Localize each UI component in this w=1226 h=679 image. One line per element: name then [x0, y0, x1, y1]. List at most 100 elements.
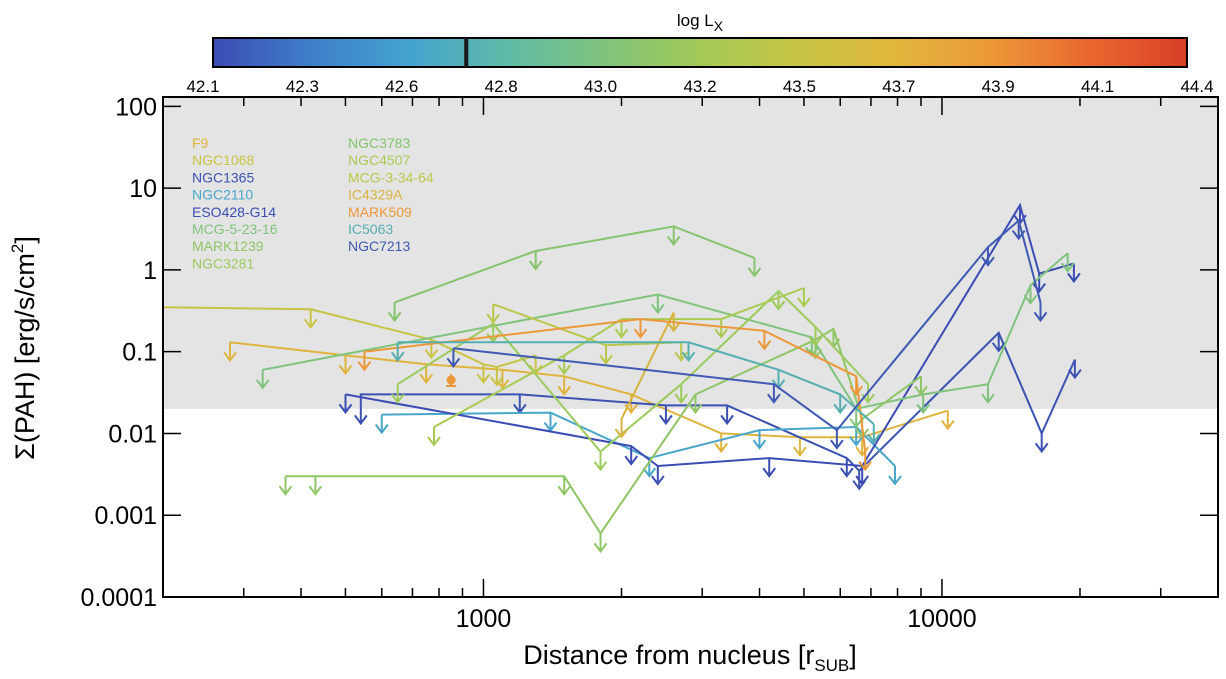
y-tick-label: 10 [129, 175, 157, 203]
upper-limit-arrow [486, 304, 500, 324]
upper-limit-arrow [303, 309, 318, 329]
legend-entry: IC5063 [348, 221, 393, 237]
legend-entry: ESO428-G14 [192, 204, 276, 220]
upper-limit-arrow [651, 294, 665, 315]
y-tick-label: 1 [143, 257, 157, 285]
series-layer [162, 202, 1082, 554]
legend-entry: NGC4507 [348, 152, 410, 168]
colorbar-tick-label: 43.7 [882, 77, 915, 96]
upper-limit-arrow [752, 430, 767, 450]
series-ic5063 [390, 341, 881, 444]
y-tick-label: 0.01 [108, 420, 157, 448]
upper-limit-arrow [338, 355, 353, 376]
series-line [394, 225, 755, 304]
plot-area [163, 97, 1218, 409]
upper-limit-arrow [354, 405, 368, 426]
upper-limit-arrow [855, 466, 869, 486]
colorbar-tick-label: 44.4 [1180, 77, 1213, 96]
colorbar-tick-label: 43.5 [783, 77, 816, 96]
upper-limit-arrow [490, 367, 504, 387]
y-tick-label: 0.0001 [81, 584, 157, 612]
axes: 1000 10000 100 10 1 0.1 0.01 0.001 0.0001 [81, 93, 1219, 633]
colorbar-tick-label: 43.0 [584, 77, 617, 96]
upper-limit-arrow [1033, 302, 1048, 323]
colorbar-tick-label: 42.1 [186, 77, 219, 96]
upper-limit-arrow [916, 394, 930, 415]
upper-limit-arrow [981, 384, 995, 404]
colorbar-title: log LX [677, 11, 724, 34]
upper-limit-arrow [390, 342, 405, 362]
upper-limit-arrow [833, 394, 847, 415]
upper-limit-arrow [849, 376, 863, 396]
legend-entry: MARK1239 [192, 238, 264, 254]
y-tick-label: 100 [115, 93, 157, 121]
series-line [345, 202, 1075, 468]
upper-limit-arrow [991, 332, 1006, 353]
shaded-region [163, 97, 1218, 409]
upper-limit-arrow [476, 364, 491, 384]
upper-limit-arrow [593, 533, 608, 554]
upper-limit-arrow [914, 376, 928, 396]
upper-limit-arrow [1011, 220, 1026, 241]
upper-limit-arrow [278, 476, 293, 496]
upper-limit-arrow [714, 319, 728, 339]
legend-entry: NGC1068 [192, 152, 254, 168]
upper-limit-arrow [797, 288, 811, 308]
y-tick-label: 0.1 [122, 339, 157, 367]
colorbar-tick-label: 43.2 [683, 77, 716, 96]
legend-entry: MARK509 [348, 204, 412, 220]
legend-entry: NGC7213 [348, 238, 410, 254]
upper-limit-arrow [674, 384, 688, 404]
upper-limit-arrow [357, 351, 372, 372]
upper-limit-arrow [557, 476, 571, 496]
x-axis-label: Distance from nucleus [rSUB] [523, 640, 857, 675]
series-line [229, 341, 949, 439]
upper-limit-arrow [528, 251, 543, 271]
upper-limit-arrow [614, 419, 629, 439]
upper-limit-arrow [830, 430, 844, 450]
upper-limit-arrow [387, 302, 402, 323]
upper-limit-arrow [840, 458, 854, 478]
upper-limit-arrow [659, 405, 673, 426]
upper-limit-arrow [681, 342, 696, 362]
upper-limit-arrow [688, 394, 703, 415]
y-tick-label: 0.001 [94, 502, 157, 530]
legend-entry: IC4329A [348, 187, 403, 203]
colorbar-tick-label: 43.9 [982, 77, 1015, 96]
upper-limit-arrow [446, 348, 461, 368]
upper-limit-arrow [771, 291, 786, 311]
upper-limit-arrow [858, 451, 872, 472]
upper-limit-arrow [593, 451, 608, 472]
colorbar-title-sub: X [714, 18, 724, 34]
upper-limit-arrow [375, 414, 389, 435]
upper-limit-arrow [1068, 359, 1082, 380]
upper-limit-arrow [390, 384, 405, 404]
upper-limit-arrow [308, 476, 323, 496]
upper-limit-arrow [1060, 253, 1075, 273]
legend-entry: NGC3783 [348, 135, 410, 151]
upper-limit-arrow [223, 342, 237, 362]
upper-limit-arrow [1034, 433, 1049, 454]
upper-limit-arrow [888, 466, 902, 486]
colorbar-tick-label: 42.6 [385, 77, 418, 96]
upper-limit-arrow [720, 405, 734, 426]
series-ngc3783 [387, 225, 762, 323]
axis-labels: Distance from nucleus [rSUB] Σ(PAH) [erg/… [8, 236, 857, 675]
colorbar-tick-label: 42.3 [286, 77, 319, 96]
upper-limit-arrow [747, 257, 762, 278]
legend-entry: F9 [192, 135, 209, 151]
upper-limit-arrow [941, 410, 955, 431]
upper-limit-arrow [855, 437, 869, 457]
data-point [446, 375, 456, 385]
colorbar-tick-label: 44.1 [1081, 77, 1114, 96]
upper-limit-arrow [808, 327, 823, 347]
colorbar-title-main: log L [677, 11, 714, 30]
series-line [620, 312, 675, 420]
upper-limit-arrow [762, 458, 776, 478]
legend-entry: NGC2110 [192, 187, 253, 203]
colorbar-gradient [212, 37, 1188, 68]
series-line [359, 331, 1076, 473]
legend-entry: MCG-3-34-64 [348, 169, 434, 185]
